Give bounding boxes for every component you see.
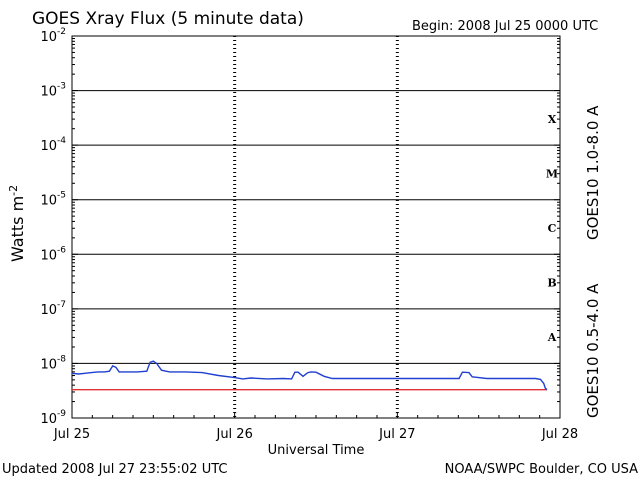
x-tick-label: Jul 28 [541,427,578,442]
y-axis-label-base: Watts m [8,196,27,262]
flare-class-label: M [546,167,558,180]
y-axis-label-exp: -2 [7,185,20,196]
y-tick-label: 10-8 [40,354,66,372]
x-tick-label: Jul 25 [53,427,90,442]
y-tick-exp: -6 [57,245,66,255]
y-tick-exp: -5 [57,191,66,201]
begin-label: Begin: 2008 Jul 25 0000 UTC [412,19,598,34]
y-tick-base: 10 [40,85,57,100]
y-tick-base: 10 [40,412,57,427]
y-tick-exp: -4 [57,136,66,146]
y-tick-exp: -3 [57,82,66,92]
y-tick-base: 10 [40,357,57,372]
y-tick-base: 10 [40,139,57,154]
flare-class-label: C [548,222,557,235]
y-tick-exp: -8 [57,354,66,364]
y-tick-label: 10-9 [40,409,66,427]
x-tick-labels: Jul 25 Jul 26 Jul 27 Jul 28 [53,412,578,442]
updated-label: Updated 2008 Jul 27 23:55:02 UTC [2,462,227,477]
y-tick-label: 10-6 [40,245,66,263]
y-tick-label: 10-4 [40,136,66,154]
x-tick-label: Jul 26 [215,427,252,442]
y-tick-label: 10-2 [40,27,66,45]
day-separators [233,36,399,418]
flare-class-label: X [548,113,557,126]
x-tick-label: Jul 27 [378,427,415,442]
flare-class-label: A [547,331,557,344]
x-axis-label: Universal Time [268,443,365,458]
legend-short: GOES10 0.5-4.0 A [584,283,602,418]
legend-long: GOES10 1.0-8.0 A [584,105,602,240]
y-axis-label: Watts m-2 [7,185,27,262]
flare-class-label: B [547,277,556,290]
source-label: NOAA/SWPC Boulder, CO USA [445,462,638,477]
y-tick-base: 10 [40,194,57,209]
y-tick-exp: -7 [57,300,66,310]
y-ticks: 10-210-310-410-510-610-710-810-9 [40,27,560,427]
chart-title: GOES Xray Flux (5 minute data) [32,9,304,29]
y-tick-label: 10-7 [40,300,66,318]
grid-lines [72,90,560,364]
series-line-1 [71,360,548,391]
y-tick-base: 10 [40,248,57,263]
series-lines [71,360,548,391]
y-tick-label: 10-5 [40,191,66,209]
y-tick-label: 10-3 [40,82,66,100]
plot-frame [71,35,561,419]
flare-class-labels: X M C B A [546,113,558,344]
y-tick-base: 10 [40,303,57,318]
y-tick-exp: -2 [57,27,66,37]
y-tick-base: 10 [40,30,57,45]
y-tick-exp: -9 [57,409,66,419]
